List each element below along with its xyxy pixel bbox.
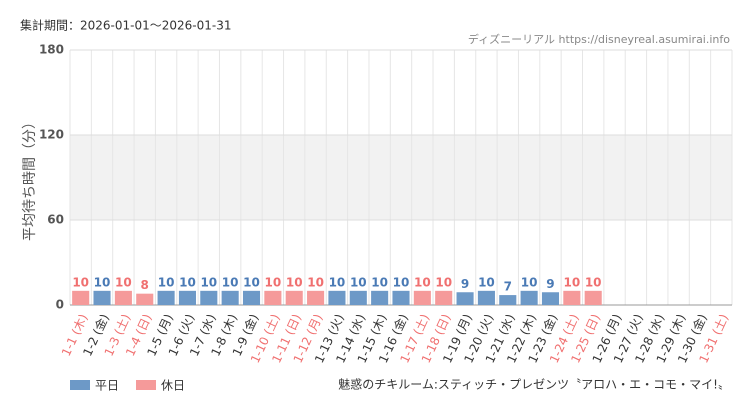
bar	[157, 290, 175, 305]
value-label: 10	[371, 275, 388, 289]
value-label: 10	[521, 275, 538, 289]
footer: 魅惑のチキルーム:スティッチ・プレゼンツ〝アロハ・エ・コモ・マイ!〟	[338, 377, 730, 392]
value-label: 9	[546, 277, 554, 291]
source: ディズニーリアル https://disneyreal.asumirai.inf…	[468, 32, 730, 46]
value-label: 10	[478, 275, 495, 289]
value-label: 10	[115, 275, 132, 289]
value-label: 10	[72, 275, 89, 289]
value-label: 10	[307, 275, 324, 289]
bar	[242, 290, 261, 305]
value-label: 10	[243, 275, 260, 289]
bar	[114, 290, 132, 305]
bar	[563, 290, 581, 305]
bar	[200, 290, 218, 305]
y-tick-label: 180	[39, 43, 64, 57]
bar	[520, 290, 538, 305]
value-label: 10	[94, 275, 111, 289]
legend-label: 平日	[95, 379, 119, 393]
bar	[72, 290, 90, 305]
bar	[307, 290, 325, 305]
y-tick-label: 120	[39, 128, 64, 142]
value-label: 9	[461, 277, 469, 291]
value-label: 10	[585, 275, 602, 289]
grid-band	[70, 135, 732, 220]
value-label: 10	[563, 275, 580, 289]
period: 集計期間：2026-01-01～2026-01-31	[20, 18, 231, 33]
bar	[499, 295, 517, 305]
value-label: 10	[350, 275, 367, 289]
value-label: 10	[265, 275, 282, 289]
bar	[435, 290, 453, 305]
bar	[328, 290, 346, 305]
bar	[221, 290, 239, 305]
bar	[584, 290, 602, 305]
y-tick-label: 0	[56, 298, 64, 312]
bar	[541, 292, 560, 305]
value-label: 10	[158, 275, 175, 289]
bar	[371, 290, 389, 305]
bar	[136, 293, 154, 305]
value-label: 10	[179, 275, 196, 289]
legend-label: 休日	[161, 379, 185, 393]
bar	[477, 290, 495, 305]
bar	[264, 290, 282, 305]
value-label: 10	[393, 275, 410, 289]
value-label: 10	[200, 275, 217, 289]
bar	[93, 290, 111, 305]
bar	[349, 290, 367, 305]
bar	[178, 290, 196, 305]
value-label: 10	[435, 275, 452, 289]
legend-swatch	[136, 380, 156, 390]
value-label: 10	[329, 275, 346, 289]
value-label: 8	[141, 278, 149, 292]
bar	[392, 290, 410, 305]
bar	[413, 290, 431, 305]
y-axis-label: 平均待ち時間（分）	[22, 115, 38, 241]
bar	[285, 290, 303, 305]
value-label: 10	[222, 275, 239, 289]
value-label: 10	[414, 275, 431, 289]
y-tick-label: 60	[47, 213, 64, 227]
value-label: 10	[286, 275, 303, 289]
legend-swatch	[70, 380, 90, 390]
bar	[456, 292, 474, 305]
value-label: 7	[504, 280, 512, 294]
